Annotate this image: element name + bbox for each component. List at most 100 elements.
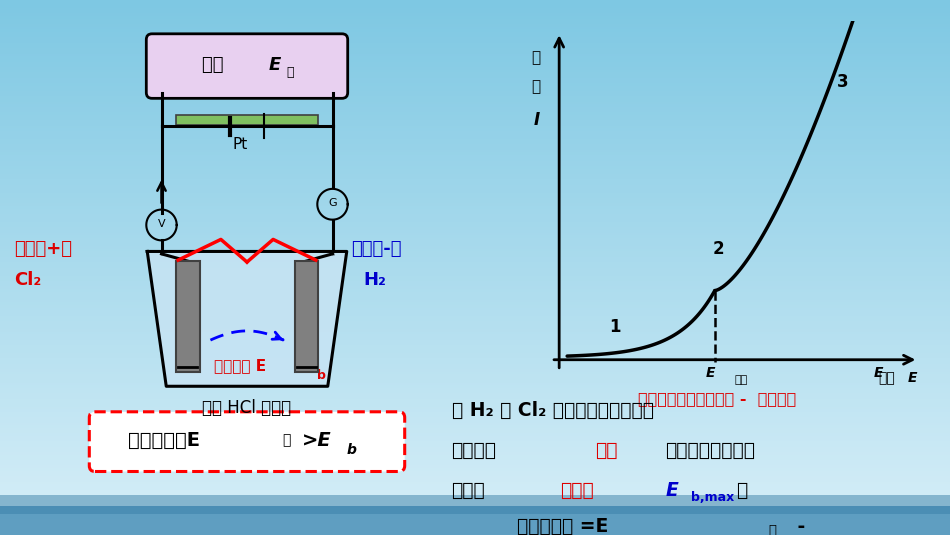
Bar <box>294 261 318 372</box>
Bar <box>0 516 950 519</box>
Text: E: E <box>268 56 280 74</box>
Bar <box>0 254 950 257</box>
Bar <box>0 524 950 527</box>
Bar <box>0 171 950 174</box>
Text: >E: >E <box>302 431 332 450</box>
Bar <box>0 70 950 72</box>
Text: 呈气泡逸出，反电: 呈气泡逸出，反电 <box>666 441 755 460</box>
Bar <box>0 88 950 91</box>
Text: 测定分解电压时的电流 -  电压曲线: 测定分解电压时的电流 - 电压曲线 <box>638 391 796 406</box>
Bar <box>0 219 950 222</box>
Bar <box>0 94 950 96</box>
Bar <box>0 412 950 415</box>
Bar <box>0 460 950 463</box>
Bar <box>0 16 950 19</box>
Text: 动势达: 动势达 <box>451 480 485 500</box>
Bar <box>0 206 950 209</box>
Text: -: - <box>791 517 806 535</box>
Bar <box>0 21 950 24</box>
Bar <box>0 385 950 388</box>
Bar <box>0 214 950 217</box>
Bar <box>0 356 950 358</box>
Bar <box>0 174 950 177</box>
Bar <box>0 29 950 32</box>
Text: 3: 3 <box>837 73 848 91</box>
Bar <box>0 530 950 532</box>
Bar <box>0 268 950 270</box>
Bar <box>0 209 950 211</box>
Bar <box>0 136 950 139</box>
Text: 外: 外 <box>769 524 777 535</box>
Bar <box>0 364 950 366</box>
Bar <box>0 374 950 377</box>
Bar <box>176 114 318 125</box>
Bar <box>0 48 950 51</box>
Text: 时，气体: 时，气体 <box>451 441 497 460</box>
Bar <box>0 134 950 136</box>
Bar <box>0 324 950 326</box>
Bar <box>0 86 950 88</box>
Text: 电压: 电压 <box>878 371 895 385</box>
Text: 阳极（+）: 阳极（+） <box>14 240 72 258</box>
Bar <box>0 369 950 372</box>
Bar <box>0 286 950 289</box>
Bar <box>0 366 950 369</box>
Bar <box>0 292 950 294</box>
Bar <box>0 484 950 487</box>
Bar <box>0 428 950 431</box>
Bar <box>0 211 950 214</box>
Bar <box>0 43 950 45</box>
Bar <box>0 372 950 374</box>
Bar <box>0 401 950 404</box>
Text: 实际的电压 =E: 实际的电压 =E <box>517 517 608 535</box>
Bar <box>0 337 950 340</box>
Bar <box>0 527 950 530</box>
Text: Cl₂: Cl₂ <box>14 271 42 289</box>
Bar <box>0 532 950 535</box>
Bar <box>0 67 950 70</box>
Bar <box>0 350 950 353</box>
Bar <box>0 289 950 292</box>
Bar <box>0 334 950 337</box>
Bar <box>0 187 950 190</box>
Text: 电: 电 <box>531 50 541 65</box>
Bar <box>0 498 950 500</box>
Bar <box>0 471 950 473</box>
Bar <box>0 407 950 409</box>
Bar <box>0 332 950 334</box>
Bar <box>0 329 950 332</box>
Text: 阴极（-）: 阴极（-） <box>352 240 402 258</box>
Bar <box>0 500 950 503</box>
Bar <box>0 514 950 516</box>
Bar <box>0 35 950 37</box>
Bar <box>0 158 950 160</box>
Bar <box>0 110 950 112</box>
Bar <box>0 316 950 318</box>
Bar <box>0 482 950 484</box>
Text: 电源: 电源 <box>201 56 230 74</box>
Bar <box>0 415 950 417</box>
Bar <box>0 72 950 75</box>
Bar <box>0 203 950 206</box>
Bar <box>0 326 950 329</box>
Bar <box>0 377 950 380</box>
Bar <box>0 169 950 171</box>
Bar <box>0 155 950 158</box>
Bar <box>0 177 950 179</box>
Bar <box>0 388 950 391</box>
Bar <box>0 441 950 444</box>
Text: 流: 流 <box>531 79 541 94</box>
Bar <box>0 182 950 185</box>
Bar <box>0 409 950 412</box>
Bar <box>0 142 950 144</box>
Bar <box>0 463 950 465</box>
Bar <box>0 235 950 238</box>
Bar <box>0 519 950 522</box>
Bar <box>0 318 950 321</box>
Bar <box>0 123 950 126</box>
Text: b: b <box>347 443 356 457</box>
Bar <box>0 222 950 225</box>
Bar <box>0 102 950 104</box>
Bar <box>176 261 200 372</box>
Text: Pt: Pt <box>232 137 248 152</box>
